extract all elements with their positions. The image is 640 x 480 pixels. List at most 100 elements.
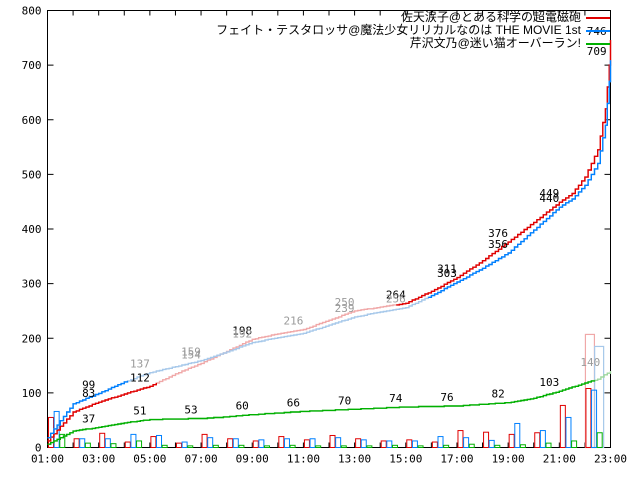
bar-green xyxy=(571,440,578,449)
bar-green xyxy=(391,444,398,449)
legend-label: 芹沢文乃@迷い猫オーバーラン! xyxy=(409,36,581,50)
chart-legend: 佐天涙子@とある科学の超電磁砲 フェイト・テスタロッサ@魔法少女リリカルなのは T… xyxy=(216,11,610,50)
legend-line-sample-icon xyxy=(586,16,610,19)
point-label: 250 xyxy=(335,296,355,309)
y-tick-label: 0 xyxy=(35,442,42,455)
bar-blue xyxy=(181,441,188,449)
bar-red xyxy=(150,436,157,449)
bar-green xyxy=(161,444,168,449)
bar-red xyxy=(303,439,310,449)
legend-label: フェイト・テスタロッサ@魔法少女リリカルなのは THE MOVIE 1st xyxy=(216,23,581,37)
point-label: 53 xyxy=(184,404,197,417)
bar-blue xyxy=(360,439,367,449)
x-tick-label: 05:00 xyxy=(133,453,166,466)
bar-blue xyxy=(386,440,393,449)
x-tick-label: 15:00 xyxy=(389,453,422,466)
bar-red xyxy=(73,438,80,449)
bar-green xyxy=(468,443,475,449)
bar-blue xyxy=(335,437,342,449)
line-fate-testarossa-cumulative xyxy=(47,380,129,439)
point-label: 709 xyxy=(587,45,607,58)
point-label: 70 xyxy=(338,394,351,407)
bar-blue xyxy=(104,438,111,449)
x-tick-label: 19:00 xyxy=(492,453,525,466)
bar-green xyxy=(315,445,322,448)
bar-green xyxy=(443,444,450,449)
bar-green xyxy=(545,442,552,449)
bar-blue xyxy=(232,438,239,449)
point-label: 99 xyxy=(82,378,95,391)
point-label: 746 xyxy=(587,25,607,38)
bar-red xyxy=(457,430,464,449)
bar-green xyxy=(264,445,271,448)
bar-red xyxy=(124,441,131,449)
bar-blue xyxy=(207,437,214,449)
x-tick-label: 03:00 xyxy=(82,453,115,466)
bar-blue xyxy=(514,422,521,448)
point-label: 192 xyxy=(232,328,252,341)
bar-blue xyxy=(411,440,418,449)
bar-green xyxy=(494,444,501,449)
bar-red xyxy=(252,440,259,449)
bar-green xyxy=(417,445,424,448)
x-tick-label: 13:00 xyxy=(338,453,371,466)
bar-blue xyxy=(565,416,572,448)
point-label: 159 xyxy=(181,346,201,359)
x-tick-label: 01:00 xyxy=(31,453,64,466)
point-label: 74 xyxy=(389,392,403,405)
bar-blue xyxy=(156,434,163,449)
bar-blue xyxy=(130,433,137,449)
y-tick-label: 700 xyxy=(22,59,42,72)
bar-red xyxy=(329,434,336,449)
bar-blue xyxy=(437,436,444,449)
bar-blue xyxy=(258,439,265,449)
bar-blue xyxy=(488,439,495,448)
point-label: 264 xyxy=(386,288,406,301)
bar-red xyxy=(227,438,234,449)
point-label: 449 xyxy=(539,187,559,200)
y-tick-label: 200 xyxy=(22,332,42,345)
point-label: 103 xyxy=(539,376,559,389)
point-label: 198 xyxy=(232,324,252,337)
bar-blue xyxy=(463,437,470,449)
bar-red xyxy=(278,436,285,449)
point-label: 37 xyxy=(82,412,95,425)
bar-green xyxy=(366,445,373,448)
point-label: 140 xyxy=(580,356,600,369)
bar-green xyxy=(519,444,526,448)
bar-green xyxy=(340,445,347,448)
bar-green xyxy=(238,444,245,449)
x-tick-label: 09:00 xyxy=(236,453,269,466)
point-label: 66 xyxy=(287,396,300,409)
point-label: 303 xyxy=(437,267,457,280)
bar-blue xyxy=(309,438,316,449)
legend-line-sample-icon xyxy=(586,29,610,32)
legend-label: 佐天涙子@とある科学の超電磁砲 xyxy=(400,10,581,24)
point-label: 112 xyxy=(130,371,150,384)
legend-item: 芹沢文乃@迷い猫オーバーラン! xyxy=(216,37,610,50)
y-tick-label: 100 xyxy=(22,387,42,400)
point-label: 60 xyxy=(236,400,249,413)
y-tick-label: 300 xyxy=(22,278,42,291)
point-label: 311 xyxy=(437,263,457,276)
bar-green xyxy=(136,440,143,449)
line-fate-testarossa-cumulative xyxy=(428,60,612,298)
line-saten-ruiko-cumulative xyxy=(47,383,158,442)
bar-red xyxy=(380,440,387,449)
bar-red xyxy=(355,438,362,449)
bar-green xyxy=(187,445,194,448)
point-label: 356 xyxy=(488,238,508,251)
point-label: 83 xyxy=(82,387,95,400)
legend-item: 佐天涙子@とある科学の超電磁砲 xyxy=(216,11,610,24)
line-saten-ruiko-cumulative xyxy=(396,40,612,306)
x-tick-label: 17:00 xyxy=(440,453,473,466)
point-label: 137 xyxy=(130,358,150,371)
bar-red xyxy=(559,404,566,448)
point-label: 440 xyxy=(539,192,559,205)
bar-red-pale xyxy=(584,333,596,449)
bar-red xyxy=(201,433,208,449)
x-tick-label: 07:00 xyxy=(184,453,217,466)
bar-red xyxy=(585,388,592,449)
